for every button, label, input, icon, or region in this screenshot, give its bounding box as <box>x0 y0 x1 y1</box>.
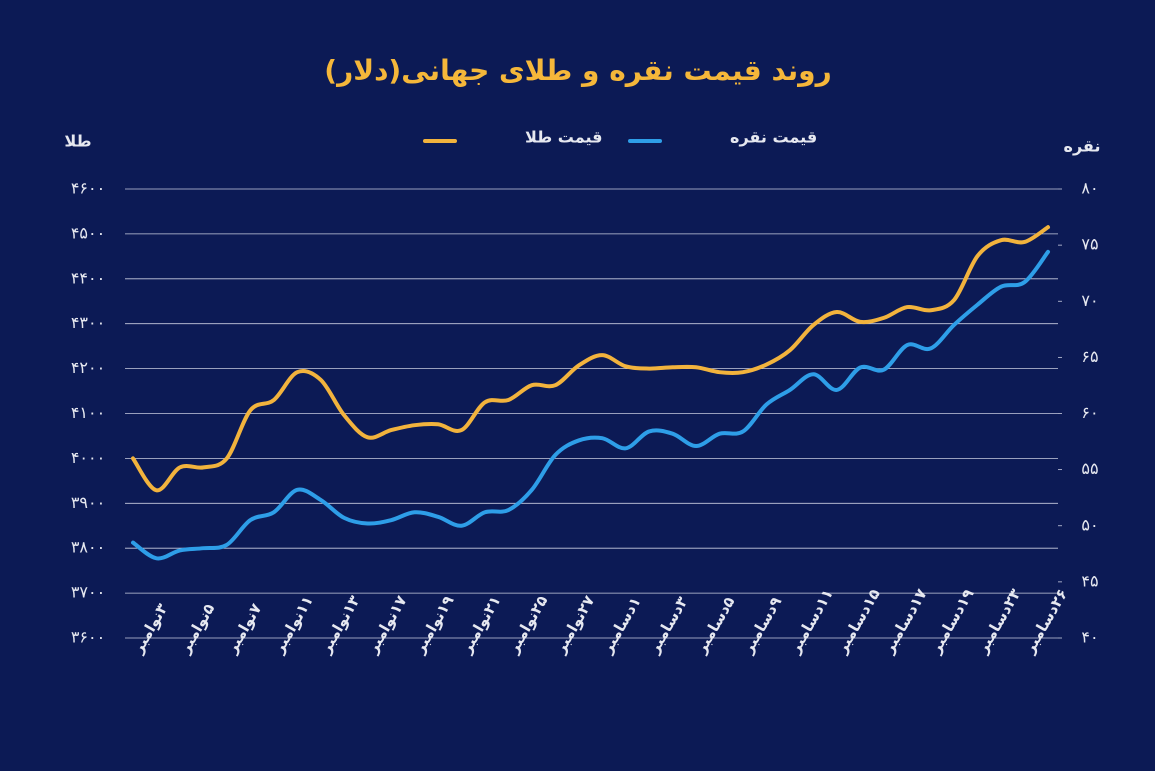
y2-tick-label: ۵۵ <box>1081 459 1098 478</box>
y2-tick-label: ۶۰ <box>1081 403 1098 422</box>
y-tick-label: ۳۸۰۰ <box>71 538 105 557</box>
legend-label: قیمت طلا <box>525 128 602 147</box>
y-axis-label: طلا <box>64 132 91 151</box>
y-tick-label: ۴۴۰۰ <box>71 268 105 287</box>
y2-tick-label: ۷۵ <box>1081 235 1098 254</box>
y-tick-label: ۳۷۰۰ <box>71 583 105 602</box>
y-tick-label: ۴۶۰۰ <box>71 179 105 198</box>
y-tick-label: ۳۶۰۰ <box>71 628 105 647</box>
legend-label: قیمت نقره <box>730 128 817 147</box>
y-tick-label: ۴۰۰۰ <box>71 448 105 467</box>
chart-title: روند قیمت نقره و طلای جهانی(دلار) <box>324 54 831 87</box>
y2-tick-label: ۴۰ <box>1081 628 1098 647</box>
y-tick-label: ۴۳۰۰ <box>71 313 105 332</box>
y2-axis-label: نقره <box>1064 137 1101 156</box>
series-line <box>131 249 1050 561</box>
y-tick-label: ۴۱۰۰ <box>71 403 105 422</box>
y2-tick-label: ۸۰ <box>1081 179 1098 198</box>
y2-tick-label: ۶۵ <box>1081 347 1098 366</box>
y-tick-label: ۴۲۰۰ <box>71 358 105 377</box>
y2-tick-label: ۴۵ <box>1081 571 1098 590</box>
y2-tick-label: ۵۰ <box>1081 515 1098 534</box>
y-tick-label: ۳۹۰۰ <box>71 493 105 512</box>
y-tick-label: ۴۵۰۰ <box>71 223 105 242</box>
y2-tick-label: ۷۰ <box>1081 291 1098 310</box>
series-line <box>131 225 1050 493</box>
